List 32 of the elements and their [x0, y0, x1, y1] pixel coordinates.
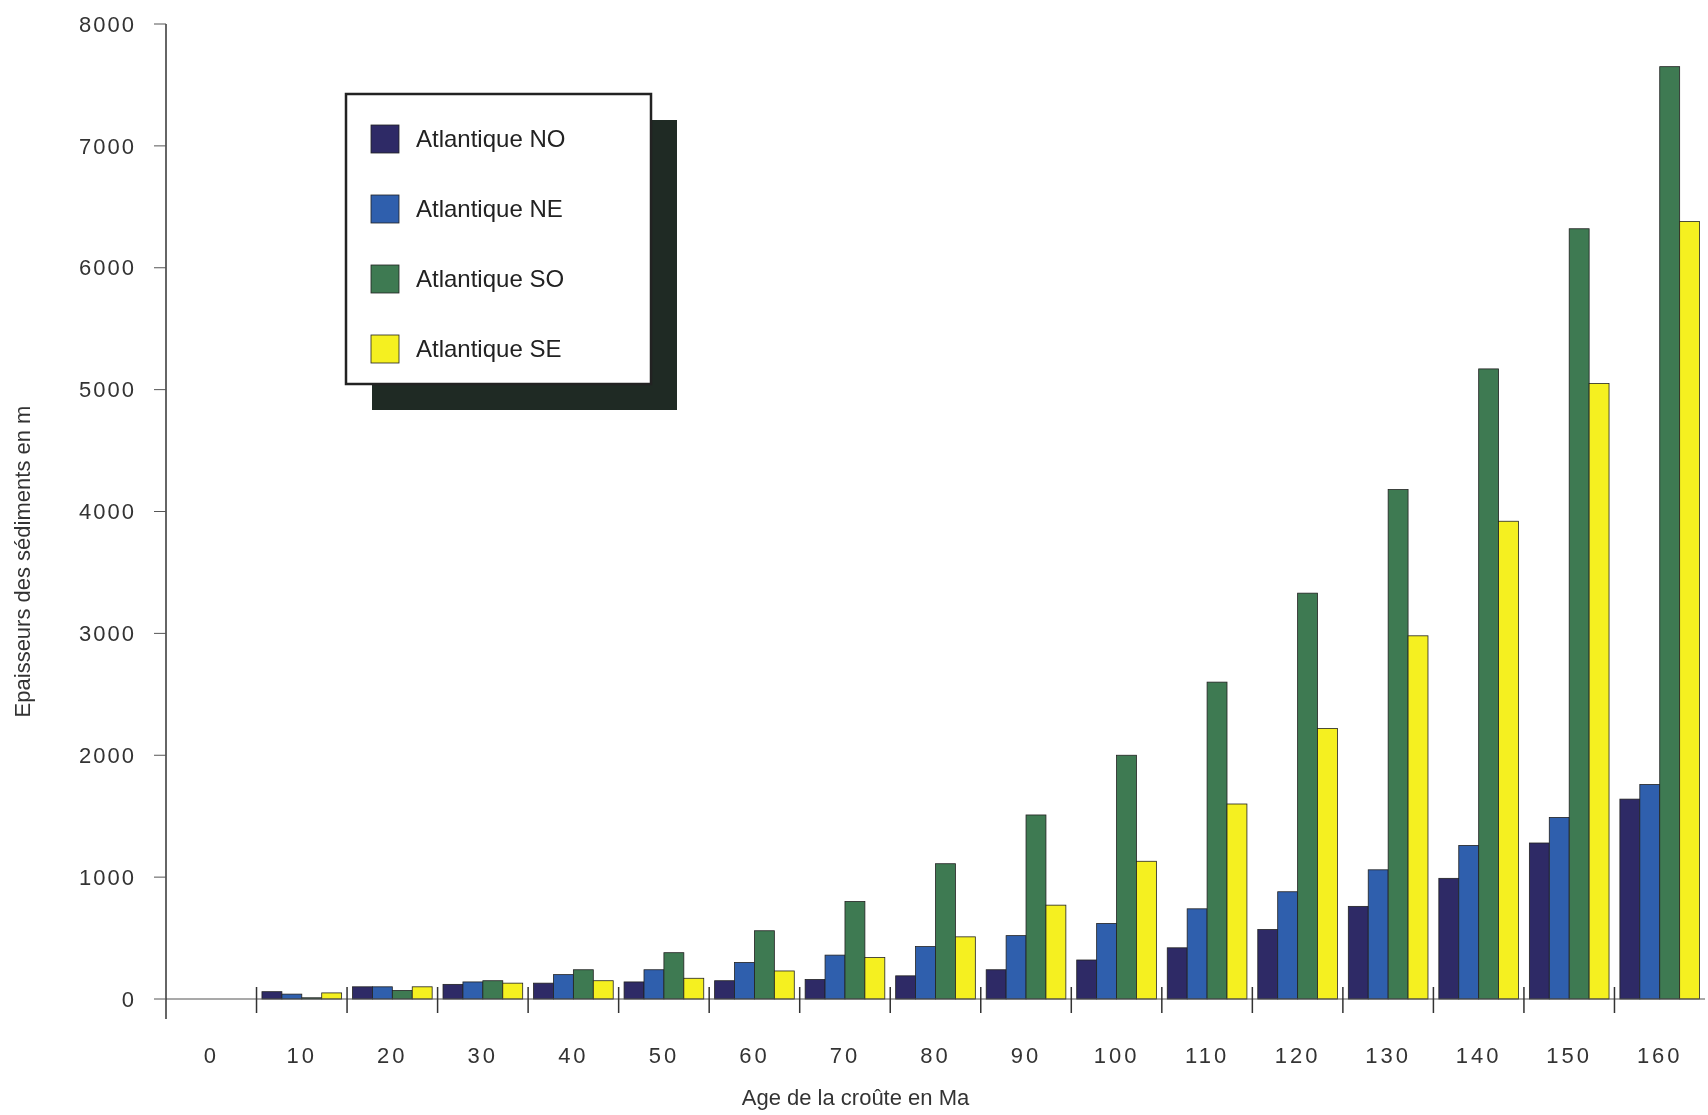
x-tick-label: 70 [829, 1043, 861, 1068]
y-tick-label: 0 [121, 986, 136, 1012]
y-axis-title: Epaisseurs des sédiments en m [10, 405, 35, 718]
x-tick-label: 30 [467, 1043, 499, 1068]
x-tick-label: 10 [286, 1043, 318, 1068]
y-tick-label: 6000 [79, 255, 136, 281]
y-tick-label: 7000 [79, 133, 136, 159]
x-tick-label: 160 [1636, 1043, 1683, 1068]
y-tick-label: 4000 [79, 499, 136, 525]
x-tick-label: 50 [648, 1043, 680, 1068]
x-tick-label: 100 [1093, 1043, 1140, 1068]
y-tick-label: 2000 [79, 742, 136, 768]
x-tick-label: 40 [558, 1043, 589, 1068]
legend-label: Atlantique NE [416, 195, 563, 223]
x-tick-label: 120 [1274, 1043, 1321, 1068]
y-tick-label: 8000 [79, 11, 136, 37]
x-tick-label: 130 [1365, 1043, 1412, 1068]
y-tick-label: 5000 [79, 377, 136, 403]
x-tick-label: 140 [1455, 1043, 1502, 1068]
y-tick-label: 3000 [79, 621, 136, 647]
x-tick-label: 80 [920, 1043, 951, 1068]
x-tick-label: 90 [1010, 1043, 1042, 1068]
x-tick-label: 150 [1546, 1043, 1593, 1068]
x-tick-label: 110 [1185, 1043, 1230, 1068]
x-tick-label: 20 [377, 1043, 408, 1068]
x-tick-label: 60 [739, 1043, 770, 1068]
legend-label: Atlantique SE [416, 335, 562, 363]
legend-label: Atlantique SO [416, 265, 565, 293]
y-tick-label: 1000 [79, 864, 136, 890]
legend-label: Atlantique NO [416, 125, 566, 153]
x-axis-title: Age de la croûte en Ma [741, 1085, 970, 1110]
x-tick-label: 0 [203, 1043, 219, 1068]
